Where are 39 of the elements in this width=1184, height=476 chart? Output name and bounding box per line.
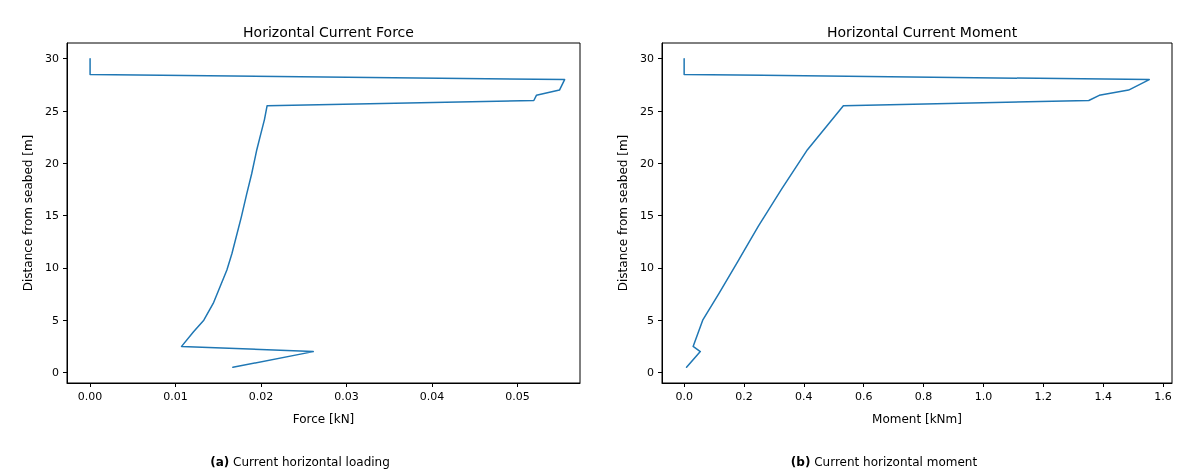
x-tick-label: 0.2	[735, 390, 753, 403]
x-tick-label: 0.00	[77, 390, 103, 403]
text: (a) Current horizontal loading	[210, 455, 390, 469]
y-tick-label: 25	[640, 104, 654, 118]
text: (b) Current horizontal moment	[790, 455, 978, 469]
line-series	[89, 57, 566, 369]
x-tick-label: 0.8	[914, 390, 933, 403]
x-tick-label: 0.01	[163, 390, 188, 403]
y-tick-label: 10	[45, 261, 59, 275]
y-tick-label: 5	[52, 313, 59, 327]
x-tick-label: 1.4	[1094, 390, 1112, 403]
chart-title: Horizontal Current Force	[243, 24, 414, 40]
y-tick-label: 0	[52, 366, 59, 380]
x-axis-title: Moment [kNm]	[872, 412, 962, 426]
y-tick-label: 0	[647, 366, 654, 380]
x-axis-title: Force [kN]	[292, 412, 355, 426]
x-tick-label: 0.6	[854, 390, 873, 403]
x-tick-label: 0.4	[795, 390, 813, 403]
y-tick-label: 30	[45, 52, 59, 66]
line-series	[683, 57, 1150, 369]
y-tick-label: 20	[45, 156, 59, 170]
x-tick-label: 1.2	[1034, 390, 1053, 403]
x-tick-label: 0.02	[248, 390, 274, 403]
y-tick-label: 5	[647, 313, 654, 327]
y-tick-label: 15	[45, 209, 59, 223]
x-tick-label: 0.04	[419, 390, 445, 403]
y-tick-label: 15	[640, 209, 654, 223]
x-tick-label: 0.0	[675, 390, 693, 403]
x-tick-label: 1.6	[1154, 390, 1172, 403]
x-tick-label: 1.0	[974, 390, 993, 403]
y-axis-title: Distance from seabed [m]	[616, 134, 631, 292]
x-tick-label: 0.03	[334, 390, 359, 403]
x-tick-label: 0.05	[505, 390, 530, 403]
y-axis-title: Distance from seabed [m]	[21, 134, 36, 292]
y-tick-label: 20	[640, 156, 654, 170]
y-tick-label: 30	[640, 52, 654, 66]
chart-title: Horizontal Current Moment	[826, 24, 1018, 40]
y-tick-label: 10	[640, 261, 654, 275]
y-tick-label: 25	[45, 104, 59, 118]
